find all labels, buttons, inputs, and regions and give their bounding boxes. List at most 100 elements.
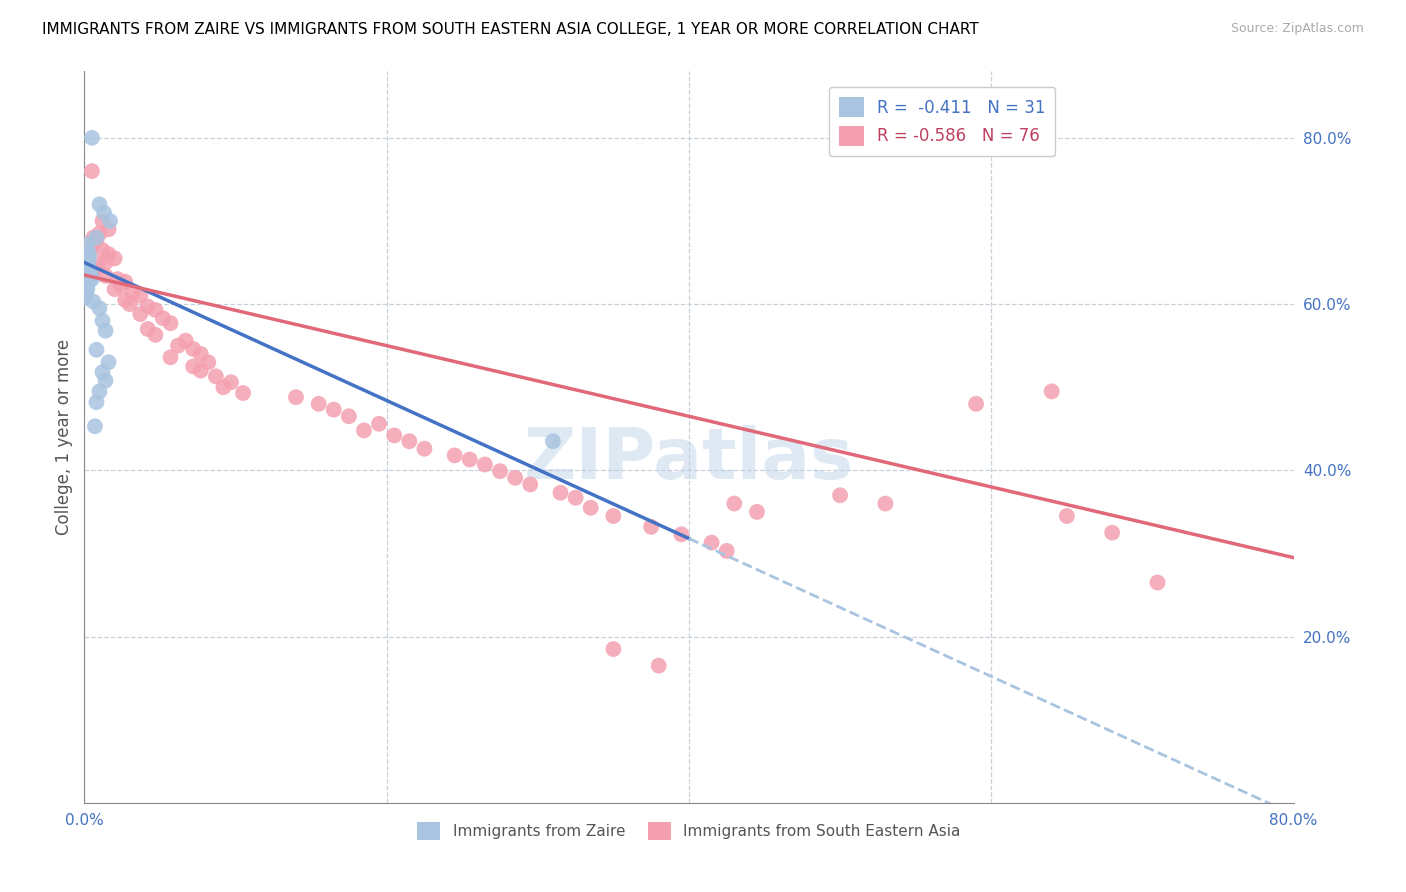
Point [79, 268, 101, 282]
Point [830, 488, 852, 502]
Point [443, 448, 465, 462]
Point [77, 261, 100, 276]
Point [76, 243, 98, 257]
Point [181, 359, 204, 374]
Y-axis label: College, 1 year or more: College, 1 year or more [55, 339, 73, 535]
Point [136, 300, 159, 314]
Point [285, 390, 308, 404]
Point [107, 272, 129, 286]
Text: ZIPatlas: ZIPatlas [524, 425, 853, 493]
Point [197, 355, 219, 369]
Point [489, 464, 512, 478]
Point [77, 274, 100, 288]
Point [110, 277, 132, 292]
Point [745, 505, 768, 519]
Point [382, 428, 405, 442]
Point [152, 311, 174, 326]
Point [174, 334, 197, 348]
Point [91, 243, 114, 257]
Point [82, 266, 104, 280]
Point [723, 497, 745, 511]
Point [114, 293, 136, 307]
Point [97, 222, 120, 236]
Point [76, 282, 98, 296]
Point [104, 252, 127, 266]
Point [77, 247, 100, 261]
Point [104, 282, 127, 296]
Point [1040, 384, 1063, 399]
Point [91, 365, 114, 379]
Point [322, 402, 344, 417]
Point [97, 355, 120, 369]
Point [80, 272, 103, 286]
Point [875, 497, 897, 511]
Point [212, 380, 235, 394]
Point [1101, 525, 1123, 540]
Point [648, 658, 671, 673]
Text: IMMIGRANTS FROM ZAIRE VS IMMIGRANTS FROM SOUTH EASTERN ASIA COLLEGE, 1 YEAR OR M: IMMIGRANTS FROM ZAIRE VS IMMIGRANTS FROM… [42, 22, 979, 37]
Point [519, 477, 541, 491]
Point [219, 375, 242, 389]
Point [75, 286, 97, 301]
Point [353, 424, 375, 438]
Point [82, 294, 104, 309]
Point [167, 338, 190, 352]
Point [87, 257, 110, 271]
Point [118, 297, 141, 311]
Point [458, 452, 481, 467]
Point [86, 343, 108, 357]
Point [93, 205, 115, 219]
Point [98, 214, 121, 228]
Point [80, 239, 103, 253]
Point [159, 351, 181, 365]
Point [75, 290, 97, 304]
Point [398, 434, 420, 449]
Point [94, 255, 117, 269]
Point [76, 277, 98, 292]
Point [1146, 575, 1168, 590]
Point [602, 509, 624, 524]
Point [541, 434, 564, 449]
Point [80, 131, 103, 145]
Point [86, 230, 108, 244]
Point [94, 324, 117, 338]
Point [94, 374, 117, 388]
Point [94, 268, 117, 283]
Point [579, 500, 602, 515]
Point [159, 316, 181, 330]
Point [145, 327, 167, 342]
Point [89, 301, 111, 316]
Point [965, 397, 987, 411]
Point [129, 307, 152, 321]
Point [114, 275, 136, 289]
Point [1056, 509, 1078, 524]
Point [91, 314, 114, 328]
Point [503, 471, 526, 485]
Point [89, 384, 111, 399]
Point [232, 386, 254, 401]
Point [79, 266, 101, 280]
Point [368, 417, 391, 431]
Point [89, 227, 111, 241]
Point [121, 285, 143, 300]
Point [602, 642, 624, 657]
Point [86, 395, 108, 409]
Point [89, 197, 111, 211]
Point [97, 247, 120, 261]
Point [86, 235, 108, 249]
Point [205, 369, 228, 384]
Point [550, 485, 572, 500]
Point [77, 264, 100, 278]
Point [76, 257, 98, 271]
Point [91, 214, 114, 228]
Point [474, 458, 496, 472]
Point [80, 164, 103, 178]
Point [136, 322, 159, 336]
Point [77, 252, 100, 266]
Point [84, 419, 107, 434]
Point [181, 342, 204, 356]
Point [700, 535, 723, 549]
Point [190, 363, 212, 377]
Legend: Immigrants from Zaire, Immigrants from South Eastern Asia: Immigrants from Zaire, Immigrants from S… [412, 815, 966, 847]
Point [145, 302, 167, 317]
